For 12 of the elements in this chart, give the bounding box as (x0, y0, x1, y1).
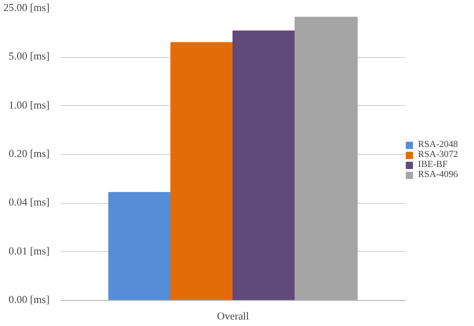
legend-label: RSA-4096 (418, 170, 458, 180)
y-tick-label: 1.00 [ms] (8, 100, 50, 112)
legend-label: RSA-3072 (418, 150, 458, 160)
legend-label: RSA-2048 (418, 140, 458, 150)
x-tick-label: Overall (217, 312, 250, 322)
y-tick-label: 5.00 [ms] (8, 52, 50, 63)
y-tick-label: 0.04 [ms] (8, 198, 50, 209)
legend-label: IBE-BF (418, 160, 448, 170)
y-tick-label: 0.01 [ms] (8, 246, 50, 258)
y-tick-label: 0.00 [ms] (8, 295, 50, 306)
y-tick-label: 25.00 [ms] (3, 3, 50, 14)
y-tick-label: 0.20 [ms] (8, 149, 50, 160)
